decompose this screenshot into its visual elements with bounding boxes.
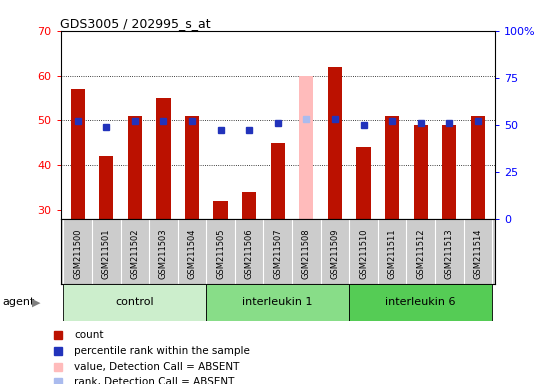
Text: GSM211510: GSM211510 [359, 229, 368, 279]
Bar [206, 284, 349, 321]
Bar [471, 116, 485, 219]
Text: agent: agent [3, 297, 35, 308]
Text: count: count [74, 329, 103, 339]
Bar [385, 116, 399, 219]
Text: GSM211511: GSM211511 [388, 229, 397, 279]
Bar [349, 284, 492, 321]
Bar [213, 201, 228, 219]
Bar [185, 116, 199, 219]
Text: GSM211506: GSM211506 [245, 229, 254, 279]
Bar [156, 98, 170, 219]
Text: GDS3005 / 202995_s_at: GDS3005 / 202995_s_at [60, 17, 211, 30]
Text: GSM211500: GSM211500 [73, 229, 82, 279]
Bar [70, 89, 85, 219]
Bar [328, 66, 342, 219]
Text: GSM211502: GSM211502 [130, 229, 139, 279]
Text: GSM211505: GSM211505 [216, 229, 225, 279]
Text: GSM211504: GSM211504 [188, 229, 196, 279]
Text: interleukin 6: interleukin 6 [386, 297, 456, 308]
Text: interleukin 1: interleukin 1 [243, 297, 313, 308]
Bar [99, 156, 113, 219]
Text: GSM211501: GSM211501 [102, 229, 111, 279]
Bar [356, 147, 371, 219]
Text: percentile rank within the sample: percentile rank within the sample [74, 346, 250, 356]
Text: control: control [116, 297, 154, 308]
Text: GSM211508: GSM211508 [302, 229, 311, 279]
Text: GSM211509: GSM211509 [331, 229, 339, 279]
Bar [63, 284, 206, 321]
Text: GSM211512: GSM211512 [416, 229, 425, 279]
Text: GSM211513: GSM211513 [445, 229, 454, 279]
Bar [414, 125, 428, 219]
Text: GSM211507: GSM211507 [273, 229, 282, 279]
Text: GSM211503: GSM211503 [159, 229, 168, 279]
Text: ▶: ▶ [32, 297, 40, 308]
Text: value, Detection Call = ABSENT: value, Detection Call = ABSENT [74, 362, 239, 372]
Bar [442, 125, 456, 219]
Bar [128, 116, 142, 219]
Text: GSM211514: GSM211514 [474, 229, 482, 279]
Bar [271, 143, 285, 219]
Text: rank, Detection Call = ABSENT: rank, Detection Call = ABSENT [74, 377, 234, 384]
Bar [299, 76, 314, 219]
Bar [242, 192, 256, 219]
